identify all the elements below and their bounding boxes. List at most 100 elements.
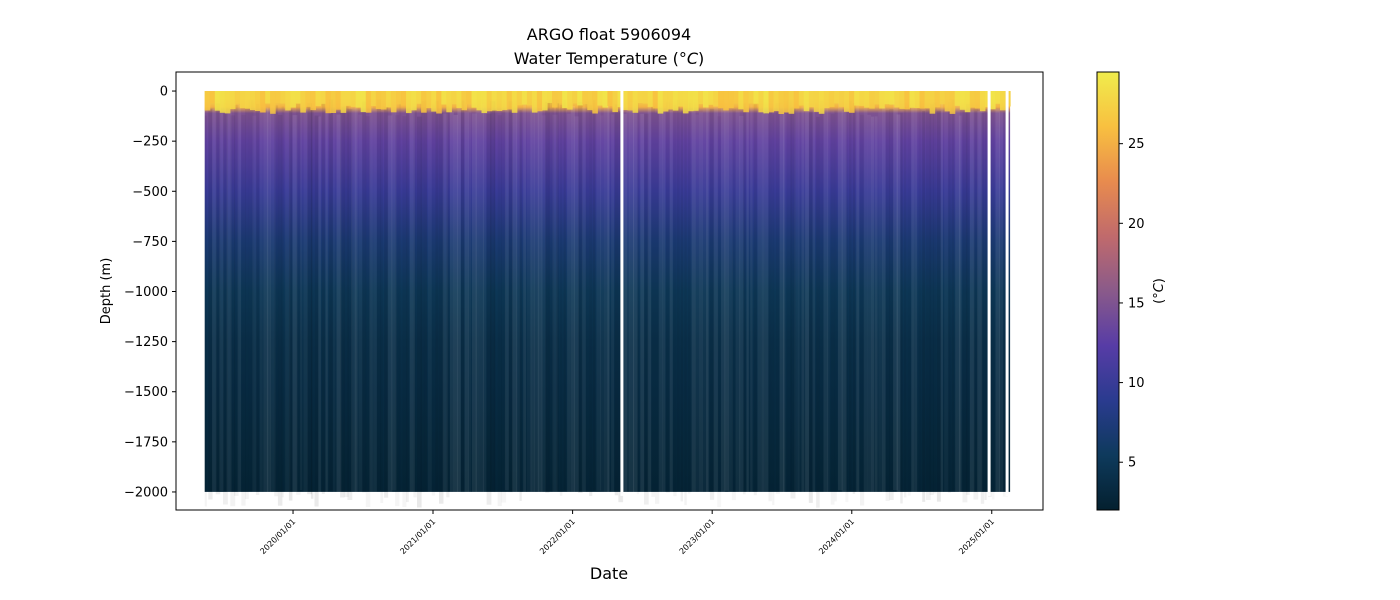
profile-column <box>625 104 630 496</box>
profile-column <box>709 108 715 500</box>
profile-column <box>750 104 753 496</box>
profile-column <box>720 108 726 500</box>
profile-column <box>871 116 875 508</box>
surface-layer <box>260 91 266 113</box>
profile-column <box>936 110 941 502</box>
profile-column <box>867 114 872 506</box>
profile-column <box>259 108 263 500</box>
profile-column <box>325 112 328 504</box>
surface-layer <box>506 91 513 110</box>
y-tick-label: −1750 <box>124 435 168 450</box>
surface-layer <box>738 91 744 110</box>
surface-layer <box>577 91 583 106</box>
surface-layer <box>627 91 634 111</box>
surface-layer <box>531 91 538 113</box>
surface-layer <box>411 91 417 111</box>
surface-layer <box>245 91 251 109</box>
surface-layer <box>285 91 291 111</box>
profile-column <box>263 107 269 499</box>
profile-column <box>882 107 886 498</box>
profile-column <box>977 111 983 502</box>
colorbar-ticks: 5 10 15 20 25 <box>1119 137 1145 471</box>
profile-column <box>684 114 687 506</box>
profile-column <box>823 105 829 496</box>
surface-layer <box>743 91 749 113</box>
profile-column <box>757 110 761 502</box>
x-tick-label: 2022/01/01 <box>538 517 577 556</box>
surface-layer <box>612 91 618 113</box>
profile-column <box>417 116 422 508</box>
surface-layer <box>547 91 553 103</box>
profile-column <box>299 99 303 490</box>
surface-layer <box>939 91 946 105</box>
profile-column <box>893 99 898 491</box>
profile-column <box>742 103 746 495</box>
profile-column <box>706 104 709 496</box>
profile-column <box>761 110 765 502</box>
profile-column <box>494 101 496 492</box>
surface-layer <box>542 91 548 111</box>
surface-layer <box>778 91 785 114</box>
surface-layer <box>803 91 810 112</box>
profile-column <box>439 112 444 504</box>
profile-column <box>666 102 670 493</box>
profile-column <box>783 113 786 505</box>
y-tick-label: −250 <box>132 135 168 150</box>
profile-column <box>574 116 579 508</box>
surface-layer <box>350 91 357 107</box>
profile-column <box>237 104 242 496</box>
surface-layer <box>849 91 855 113</box>
profile-column <box>318 116 321 508</box>
profile-column <box>365 116 371 507</box>
surface-layer <box>270 91 276 114</box>
surface-layer <box>441 91 447 105</box>
surface-layer <box>617 91 624 108</box>
surface-layer <box>995 91 1001 104</box>
surface-layer <box>446 91 452 113</box>
profile-column <box>603 102 609 494</box>
profile-column <box>596 99 602 491</box>
profile-column <box>845 111 848 502</box>
surface-layer <box>859 91 865 106</box>
profile-column <box>464 112 469 504</box>
profile-column <box>955 101 961 493</box>
profile-column <box>589 105 593 497</box>
profile-column <box>351 105 356 496</box>
profile-column <box>849 100 852 492</box>
surface-layer <box>365 91 372 113</box>
profile-column <box>504 99 509 491</box>
profile-column <box>556 99 559 491</box>
chart-subtitle: Water Temperature (°C) <box>514 49 704 68</box>
profile-column <box>446 106 450 498</box>
profile-column <box>808 112 813 503</box>
surface-layer <box>728 91 734 109</box>
surface-layer <box>295 91 301 104</box>
data-gap <box>1005 89 1009 496</box>
surface-layer <box>214 91 221 111</box>
surface-layer <box>818 91 825 114</box>
surface-layer <box>934 91 941 108</box>
surface-layer <box>889 91 895 105</box>
surface-layer <box>833 91 840 104</box>
surface-layer <box>964 91 971 113</box>
profile-column <box>215 103 221 495</box>
profile-column <box>559 104 563 496</box>
profile-column <box>951 99 955 491</box>
profile-column <box>691 109 696 501</box>
profile-column <box>995 109 1000 501</box>
surface-layer <box>713 91 719 107</box>
surface-layer <box>844 91 850 112</box>
colorbar-label: (°C) <box>1152 278 1167 304</box>
surface-layer <box>622 91 629 110</box>
profile-column <box>856 103 860 495</box>
profile-column <box>296 104 301 495</box>
profile-column <box>644 113 649 505</box>
surface-layer <box>421 91 427 113</box>
profile-column <box>402 116 406 507</box>
surface-layer <box>370 91 377 106</box>
profile-column <box>479 103 485 495</box>
profile-column <box>248 100 254 491</box>
y-tick-label: −2000 <box>124 485 168 500</box>
profile-column <box>611 114 614 506</box>
